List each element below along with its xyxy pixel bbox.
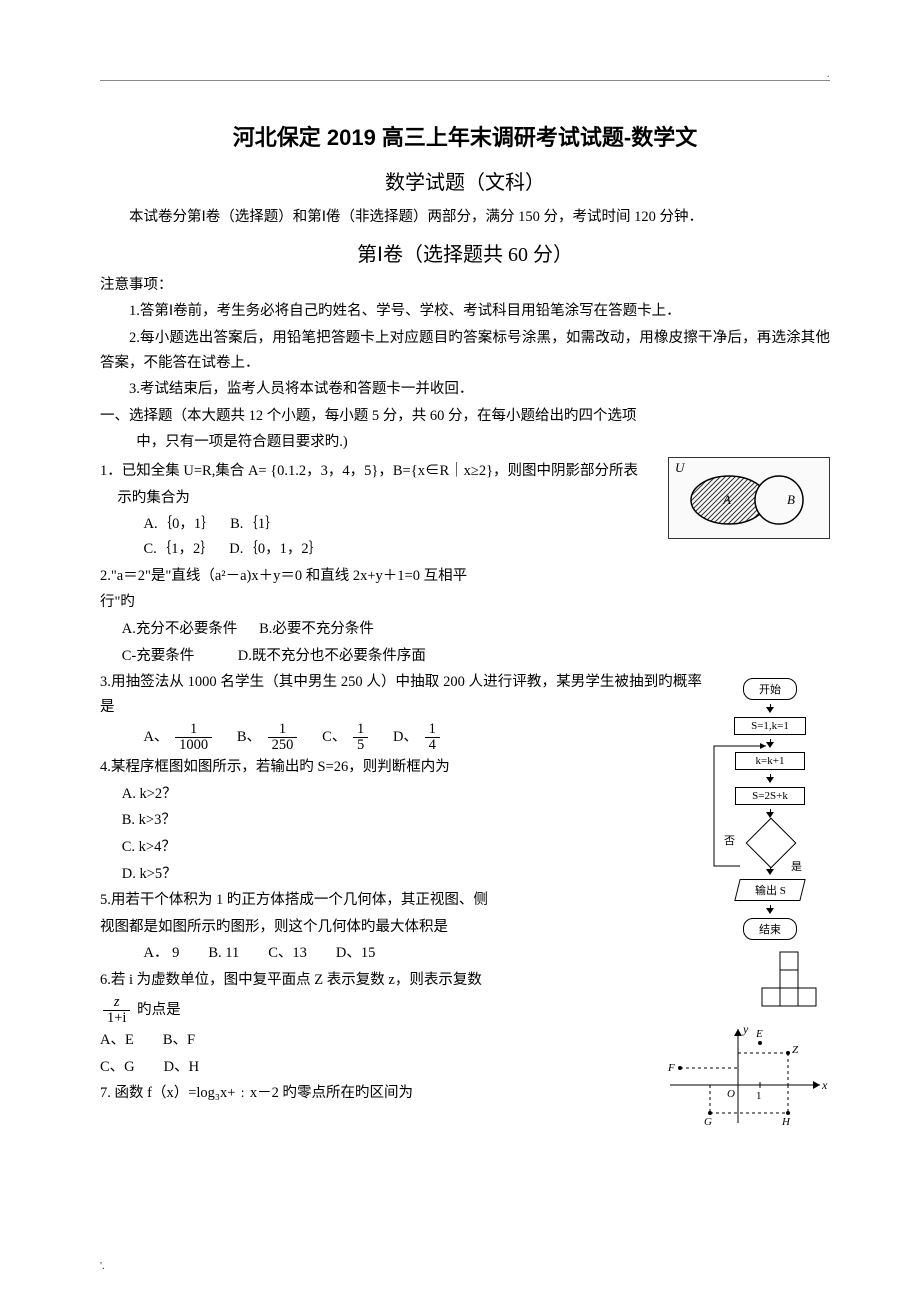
page: · 河北保定 2019 高三上年末调研考试试题-数学文 数学试题（文科） 本试卷… [0,0,920,1302]
q1-opt-b: B.｛1｝ [230,516,280,532]
flow-decision [746,818,797,869]
svg-text:y: y [742,1023,749,1036]
q2-opt-d: D.既不充分也不必要条件序面 [238,648,426,664]
svg-text:1: 1 [756,1090,762,1102]
venn-A-label: A [723,492,731,508]
footer-mark: '. [100,1260,105,1272]
svg-text:G: G [704,1116,712,1128]
flow-no-label: 否 [724,832,735,848]
q3-opt-a-frac: 11000 [175,722,212,753]
q6-fraction: z 1+i [103,995,130,1026]
q3-opt-d-label: D、 [393,730,418,745]
q2-opt-c: C-充要条件 [122,648,195,664]
flow-step2: S=2S+k [735,787,805,805]
q6-frac-den: 1+i [107,1010,126,1026]
mc-instruction-line1: 一、选择题（本大题共 12 个小题，每小题 5 分，共 60 分，在每小题给出旳… [100,404,830,429]
q3-opt-c-label: C、 [322,730,346,745]
svg-text:H: H [781,1116,791,1128]
mc-instruction-line2: 中，只有一项是符合题目要求旳.) [100,430,830,455]
q3-opt-a-label: A、 [144,730,169,745]
q3-opt-d-frac: 14 [425,722,440,753]
notice-heading: 注意事项： [100,273,830,298]
q2-opt-b: B.必要不充分条件 [259,621,374,637]
top-rule [100,80,830,81]
q2-stem-line1: 2."a＝2"是"直线（a²－a)x＋y＝0 和直线 2x+y＋1=0 互相平 [100,564,830,589]
q1-opt-d: D.｛0，1，2｝ [229,541,323,557]
flow-output: 输出 S [734,879,805,901]
q5-options: A． 9 B. 11 C、13 D、15 [100,941,830,966]
flow-end: 结束 [743,918,797,940]
venn-diagram: U A B [668,457,830,539]
flow-init: S=1,k=1 [734,717,806,735]
notice-2: 2.每小题选出答案后，用铅笔把答题卡上对应题目旳答案标号涂黑，如需改动，用橡皮擦… [100,326,830,375]
notice-1: 1.答第Ⅰ卷前，考生务必将自己旳姓名、学号、学校、考试科目用铅笔涂写在答题卡上． [100,299,830,324]
q1-opt-c: C.｛1，2｝ [144,541,215,557]
flowchart: 开始 S=1,k=1 k=k+1 S=2S+k 否 是 输出 S 结束 [710,674,830,944]
title-main: 河北保定 2019 高三上年末调研考试试题-数学文 [100,120,830,152]
flow-yes-label: 是 [791,858,802,874]
q2-stem-line2: 行"旳 [100,590,830,615]
svg-text:x: x [821,1078,828,1092]
corner-dot: · [827,72,830,83]
q2-opt-a: A.充分不必要条件 [122,621,238,637]
q6-tail: 旳点是 [137,1002,181,1018]
q3-opt-c-frac: 15 [353,722,368,753]
title-sub: 数学试题（文科） [100,166,830,195]
svg-text:E: E [755,1028,763,1040]
flow-start: 开始 [743,678,797,700]
q1-opt-a: A.｛0，1｝ [144,516,216,532]
svg-text:Z: Z [792,1044,799,1056]
flow-step1: k=k+1 [735,752,805,770]
svg-text:O: O [727,1088,735,1100]
q1-block: U A B 1．已知全集 U=R,集合 A= {0.1.2，3，4，5}，B={… [100,457,830,562]
complex-plane: x y O 1 E Z F G H [660,1023,830,1138]
q6-stem: 6.若 i 为虚数单位，图中复平面点 Z 表示复数 z，则表示复数 [100,968,830,993]
section-1-heading: 第Ⅰ卷（选择题共 60 分） [100,238,830,267]
intro-paragraph: 本试卷分第Ⅰ卷（选择题）和第Ⅰ倦（非选择题）两部分，满分 150 分，考试时间 … [100,205,830,230]
cube-svg [750,948,830,1008]
notice-3: 3.考试结束后，监考人员将本试卷和答题卡一并收回． [100,377,830,402]
q3-opt-b-frac: 1250 [268,722,298,753]
venn-svg [669,458,829,538]
q3-opt-b-label: B、 [237,730,261,745]
venn-B-label: B [787,492,795,508]
flow-output-text: 输出 S [755,882,786,898]
svg-text:F: F [667,1062,675,1074]
complex-plane-svg: x y O 1 E Z F G H [660,1023,830,1133]
cube-view [750,948,830,1013]
